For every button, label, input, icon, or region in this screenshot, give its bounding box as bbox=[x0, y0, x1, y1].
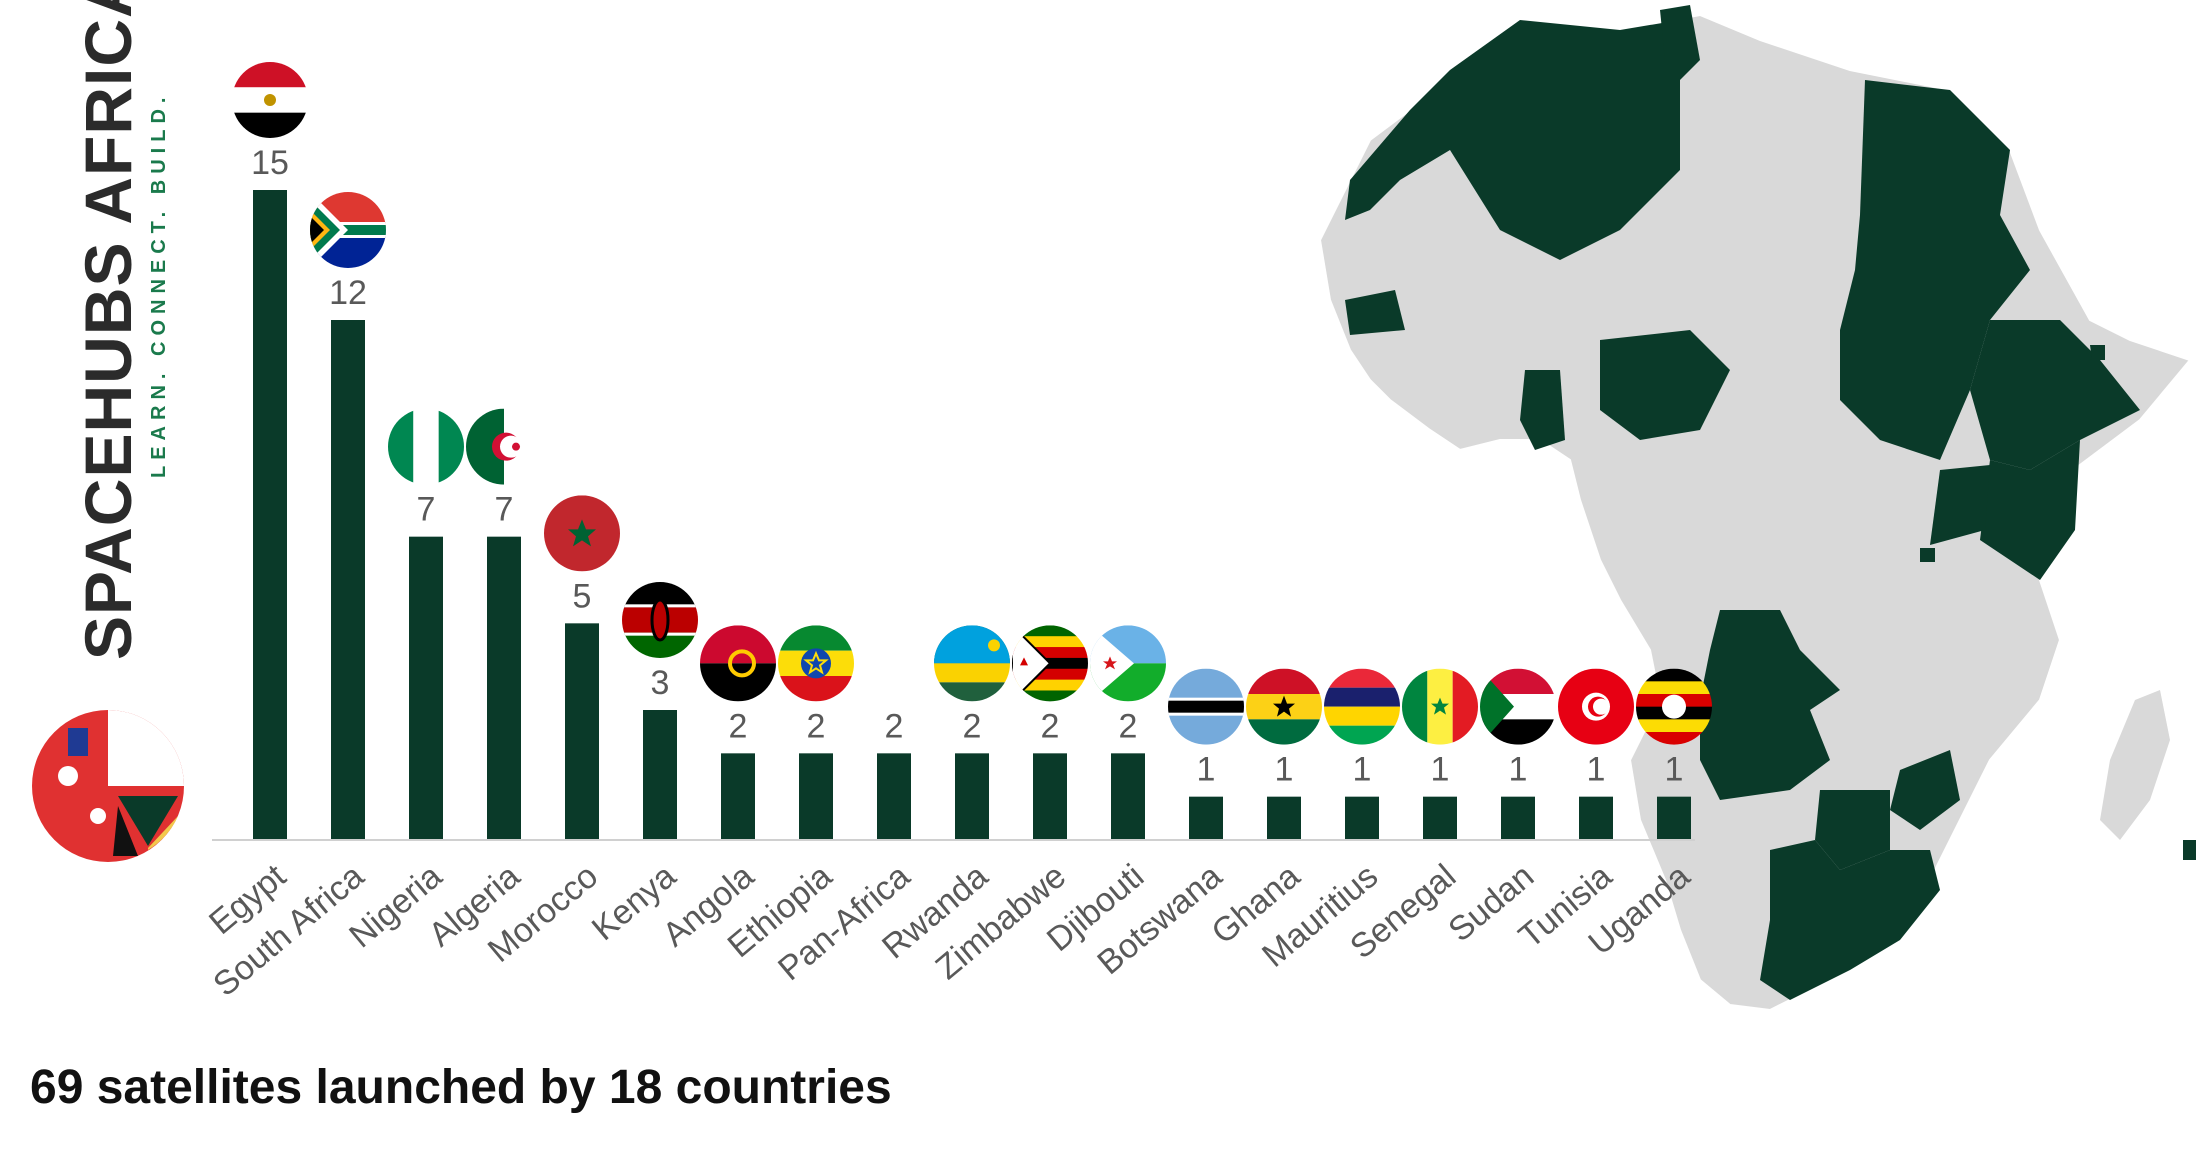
data-label: 1 bbox=[1665, 751, 1684, 789]
bar-algeria bbox=[487, 536, 521, 840]
map-uganda bbox=[1930, 465, 1990, 545]
map-morocco bbox=[1345, 70, 1450, 220]
map-tunisia bbox=[1660, 5, 1700, 80]
map-sudan bbox=[1840, 215, 2030, 460]
tunisia-flag-icon bbox=[1558, 668, 1634, 745]
map-rwanda bbox=[1920, 548, 1935, 562]
map-egypt bbox=[1860, 80, 2010, 215]
map-kenya bbox=[1980, 440, 2080, 580]
bar-botswana bbox=[1189, 796, 1223, 840]
map-nigeria bbox=[1600, 330, 1730, 440]
data-label: 2 bbox=[1041, 707, 1060, 745]
map-senegal bbox=[1345, 290, 1405, 335]
map-mauritius bbox=[2183, 840, 2196, 860]
bar-rwanda bbox=[955, 753, 989, 840]
morocco-flag-icon bbox=[544, 495, 620, 572]
data-label: 1 bbox=[1587, 751, 1606, 789]
data-label: 2 bbox=[729, 707, 748, 745]
egypt-flag-icon bbox=[232, 62, 308, 138]
mauritius-flag-icon bbox=[1324, 668, 1400, 745]
bar-nigeria bbox=[409, 536, 443, 840]
data-label: 1 bbox=[1275, 751, 1294, 789]
bar-egypt bbox=[253, 190, 287, 840]
data-label: 7 bbox=[417, 491, 436, 529]
data-label: 1 bbox=[1197, 751, 1216, 789]
data-label: 5 bbox=[573, 577, 592, 615]
data-label: 2 bbox=[885, 707, 904, 745]
senegal-flag-icon bbox=[1402, 668, 1478, 745]
bar-kenya bbox=[643, 710, 677, 840]
africa-map bbox=[1318, 5, 2196, 1012]
zimbabwe-flag-icon bbox=[1012, 625, 1088, 702]
bar-uganda bbox=[1657, 796, 1691, 840]
headline: 69 satellites launched by 18 countries bbox=[30, 1061, 892, 1114]
ghana-flag-icon bbox=[1246, 668, 1322, 745]
ethiopia-flag-icon bbox=[778, 625, 854, 702]
uganda-flag-icon bbox=[1636, 668, 1712, 745]
data-label: 1 bbox=[1509, 751, 1528, 789]
data-label: 7 bbox=[495, 491, 514, 529]
bar-djibouti bbox=[1111, 753, 1145, 840]
bar-south-africa bbox=[331, 320, 365, 840]
data-label: 2 bbox=[807, 707, 826, 745]
data-label: 2 bbox=[963, 707, 982, 745]
bar-sudan bbox=[1501, 796, 1535, 840]
nigeria-flag-icon bbox=[388, 408, 464, 485]
map-angola bbox=[1700, 610, 1840, 800]
madagascar-shape bbox=[2100, 690, 2170, 840]
angola-flag-icon bbox=[700, 625, 776, 702]
data-label: 1 bbox=[1431, 751, 1450, 789]
map-zimbabwe bbox=[1890, 750, 1960, 830]
data-label: 15 bbox=[251, 144, 289, 182]
south-africa-flag-icon bbox=[310, 192, 386, 268]
botswana-flag-icon bbox=[1168, 668, 1244, 745]
bar-tunisia bbox=[1579, 796, 1613, 840]
brand-tagline: LEARN. CONNECT. BUILD. bbox=[148, 91, 170, 478]
sudan-flag-icon bbox=[1480, 668, 1556, 745]
rwanda-flag-icon bbox=[934, 625, 1010, 702]
spacehubs-logo bbox=[32, 710, 184, 862]
bar-zimbabwe bbox=[1033, 753, 1067, 840]
map-south-africa bbox=[1760, 840, 1940, 1000]
map-botswana bbox=[1815, 790, 1890, 870]
data-label: 3 bbox=[651, 664, 670, 702]
algeria-flag-icon bbox=[466, 408, 542, 485]
bar-senegal bbox=[1423, 796, 1457, 840]
brand-name: SPACEHUBS AFRICA bbox=[71, 0, 145, 660]
data-label: 12 bbox=[329, 274, 367, 312]
kenya-flag-icon bbox=[622, 582, 698, 658]
data-label: 1 bbox=[1353, 751, 1372, 789]
djibouti-flag-icon bbox=[1090, 625, 1166, 702]
map-algeria bbox=[1450, 20, 1680, 260]
bar-pan-africa bbox=[877, 753, 911, 840]
bar-ethiopia bbox=[799, 753, 833, 840]
map-ghana bbox=[1520, 370, 1565, 450]
data-label: 2 bbox=[1119, 707, 1138, 745]
bar-morocco bbox=[565, 623, 599, 840]
map-djibouti bbox=[2090, 345, 2105, 360]
bar-angola bbox=[721, 753, 755, 840]
bar-ghana bbox=[1267, 796, 1301, 840]
bar-mauritius bbox=[1345, 796, 1379, 840]
